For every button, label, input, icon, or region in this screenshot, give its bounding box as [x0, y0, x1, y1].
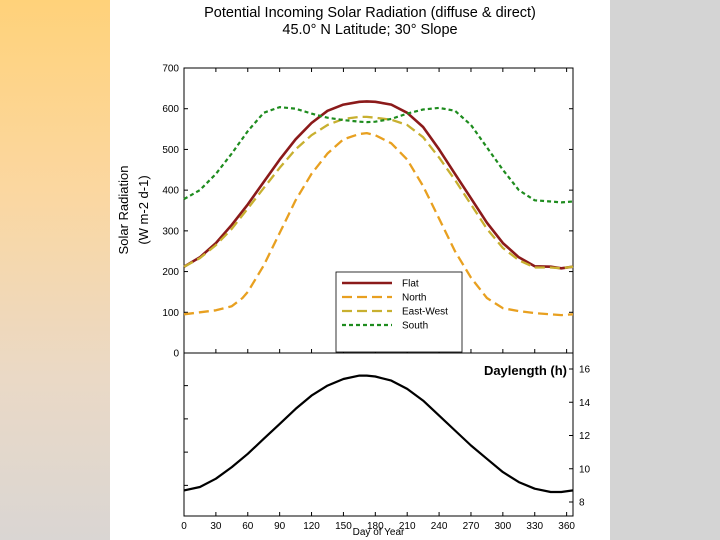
legend-label-north: North [402, 293, 426, 304]
top-y-tick-label: 300 [162, 226, 179, 237]
x-tick-label: 300 [495, 521, 512, 532]
bottom-y-tick-label: 8 [579, 498, 585, 509]
legend-label-south: South [402, 321, 428, 332]
daylength-curve [183, 374, 574, 494]
x-tick-label: 120 [303, 521, 320, 532]
x-tick-label: 150 [335, 521, 352, 532]
top-y-tick-label: 700 [162, 64, 179, 75]
series-line-flat [183, 100, 574, 270]
y-axis-label: Solar Radiation [116, 166, 131, 255]
x-tick-label: 180 [367, 521, 384, 532]
x-tick-label: 30 [210, 521, 222, 532]
series-line-north [183, 131, 574, 317]
bottom-y-tick-label: 12 [579, 431, 591, 442]
legend-label-east_west: East-West [402, 307, 448, 318]
x-tick-label: 360 [558, 521, 575, 532]
top-y-tick-label: 100 [162, 308, 179, 319]
top-y-tick-label: 500 [162, 145, 179, 156]
bottom-y-tick-label: 10 [579, 464, 591, 475]
top-y-tick-label: 0 [173, 349, 179, 360]
chart-title: Potential Incoming Solar Radiation (diff… [204, 5, 536, 21]
x-tick-label: 210 [399, 521, 416, 532]
slide: Potential Incoming Solar Radiation (diff… [110, 0, 610, 540]
chart-subtitle: 45.0° N Latitude; 30° Slope [282, 22, 458, 38]
daylength-label: Daylength (h) [484, 363, 567, 378]
legend-label-flat: Flat [402, 279, 419, 290]
left-gradient-band [0, 0, 110, 540]
top-y-tick-label: 600 [162, 104, 179, 115]
x-tick-label: 240 [431, 521, 448, 532]
x-tick-label: 60 [242, 521, 254, 532]
x-tick-label: 0 [181, 521, 187, 532]
top-y-tick-label: 400 [162, 186, 179, 197]
series-line-east_west [183, 115, 574, 270]
series-line-south [183, 106, 574, 204]
y-axis-unit-label: (W m-2 d-1) [136, 175, 151, 244]
right-gray-band [610, 0, 720, 540]
x-axis-label: Day of Year [353, 527, 405, 538]
x-tick-label: 330 [526, 521, 543, 532]
top-y-tick-label: 200 [162, 267, 179, 278]
bottom-y-tick-label: 16 [579, 365, 591, 376]
x-tick-label: 270 [463, 521, 480, 532]
legend: Flat North East-West South [335, 271, 463, 353]
bottom-y-tick-label: 14 [579, 398, 591, 409]
bottom-plot-frame [183, 352, 574, 517]
x-tick-label: 90 [274, 521, 286, 532]
